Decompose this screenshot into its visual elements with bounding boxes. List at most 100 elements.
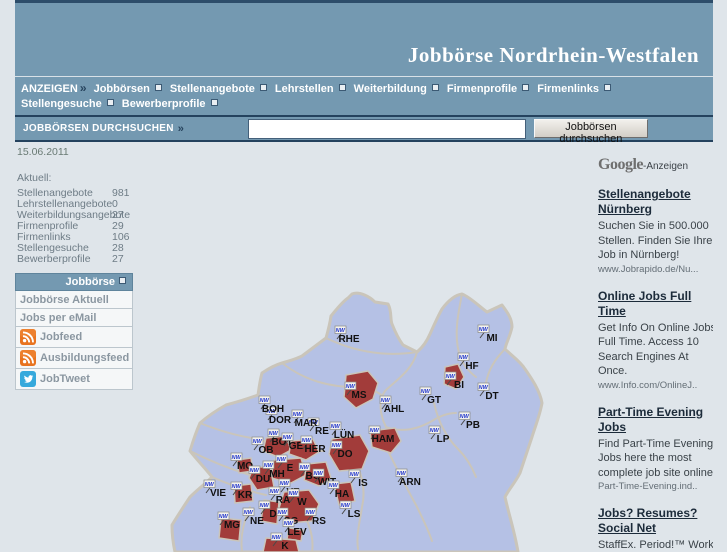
nav-item-stellenangebote[interactable]: Stellenangebote — [170, 83, 267, 95]
twitter-bird-icon — [20, 371, 36, 387]
nw-pin-icon: NW — [458, 411, 471, 426]
sidebar-item-jobs-per-email[interactable]: Jobs per eMail — [15, 309, 133, 327]
square-bullet-icon — [210, 99, 218, 106]
ad-title-link[interactable]: Stellenangebote Nürnberg — [598, 187, 691, 216]
nw-pin-icon: NW — [230, 481, 243, 496]
svg-text:NW: NW — [329, 483, 339, 489]
ad-title-link[interactable]: Part-Time Evening Jobs — [598, 404, 704, 434]
ad-body: Get Info On Online Jobs Full Time. Acces… — [598, 321, 713, 378]
nav-item-firmenprofile[interactable]: Firmenprofile — [447, 83, 530, 95]
svg-text:NW: NW — [306, 510, 316, 516]
svg-text:NW: NW — [244, 510, 254, 516]
svg-text:RE: RE — [315, 426, 329, 437]
search-label: JOBBÖRSEN DURCHSUCHEN — [23, 123, 174, 134]
svg-text:NW: NW — [479, 327, 489, 333]
ad-title-link[interactable]: Jobs? Resumes? Social Net — [598, 506, 698, 535]
map-region-label-W[interactable]: NWW — [287, 488, 307, 508]
svg-text:NW: NW — [264, 463, 274, 469]
nav-item-weiterbildung[interactable]: Weiterbildung — [354, 83, 439, 95]
nw-pin-icon: NW — [300, 435, 313, 450]
nw-pin-icon: NW — [307, 417, 320, 432]
nav-item-stellengesuche[interactable]: Stellengesuche — [21, 98, 114, 110]
ad-item: Online Jobs Full Time Get Info On Online… — [598, 289, 713, 392]
search-button[interactable]: Jobbörsen durchsuchen — [533, 119, 648, 145]
square-bullet-icon — [603, 84, 611, 91]
sidebar-menu-title: Jobbörse — [15, 273, 133, 291]
svg-text:NW: NW — [346, 384, 356, 390]
nw-pin-icon: NW — [291, 409, 304, 424]
svg-text:NW: NW — [381, 398, 391, 404]
nav-item-firmenlinks[interactable]: Firmenlinks — [537, 83, 611, 95]
svg-text:NW: NW — [331, 424, 341, 430]
nav-item-lehrstellen[interactable]: Lehrstellen — [275, 83, 346, 95]
sidebar-item-ausbildungsfeed[interactable]: Ausbildungsfeed — [15, 348, 133, 369]
svg-text:LS: LS — [348, 509, 361, 520]
square-bullet-icon — [431, 84, 439, 91]
map-region-label-E[interactable]: NWE — [275, 454, 294, 474]
page-title: Jobbörse Nordrhein-Westfalen — [407, 43, 699, 67]
nw-pin-icon: NW — [265, 406, 278, 421]
svg-text:MI: MI — [486, 333, 497, 344]
nw-pin-icon: NW — [282, 518, 295, 533]
sidebar-item-jobfeed[interactable]: Jobfeed — [15, 327, 133, 348]
nw-pin-icon: NW — [334, 325, 347, 340]
sidebar-item-jobboerse-aktuell[interactable]: Jobbörse Aktuell — [15, 291, 133, 309]
svg-text:HF: HF — [465, 361, 478, 372]
svg-text:NW: NW — [309, 420, 319, 426]
ad-item: Stellenangebote Nürnberg Suchen Sie in 5… — [598, 187, 713, 276]
map-region-label-D[interactable]: NWD — [258, 500, 277, 520]
ad-body: Find Part-Time Evening Jobs here the mos… — [598, 437, 713, 479]
ad-title-link[interactable]: Online Jobs Full Time — [598, 288, 692, 318]
nw-pin-icon: NW — [477, 324, 490, 339]
site-header: Jobbörse Nordrhein-Westfalen — [15, 0, 713, 76]
nav-item-jobboersen[interactable]: Jobbörsen — [94, 83, 162, 95]
svg-text:BOH: BOH — [262, 404, 284, 415]
svg-text:NW: NW — [341, 503, 351, 509]
nav-item-bewerberprofile[interactable]: Bewerberprofile — [122, 98, 218, 110]
search-input[interactable] — [247, 118, 526, 139]
svg-text:VIE: VIE — [210, 488, 226, 499]
svg-text:NW: NW — [277, 457, 287, 463]
ad-item: Part-Time Evening Jobs Find Part-Time Ev… — [598, 405, 713, 494]
sidebar-item-jobtweet[interactable]: JobTweet — [15, 369, 133, 390]
svg-text:NW: NW — [205, 482, 215, 488]
nw-pin-icon: NW — [339, 500, 352, 515]
svg-text:AHL: AHL — [384, 404, 405, 415]
